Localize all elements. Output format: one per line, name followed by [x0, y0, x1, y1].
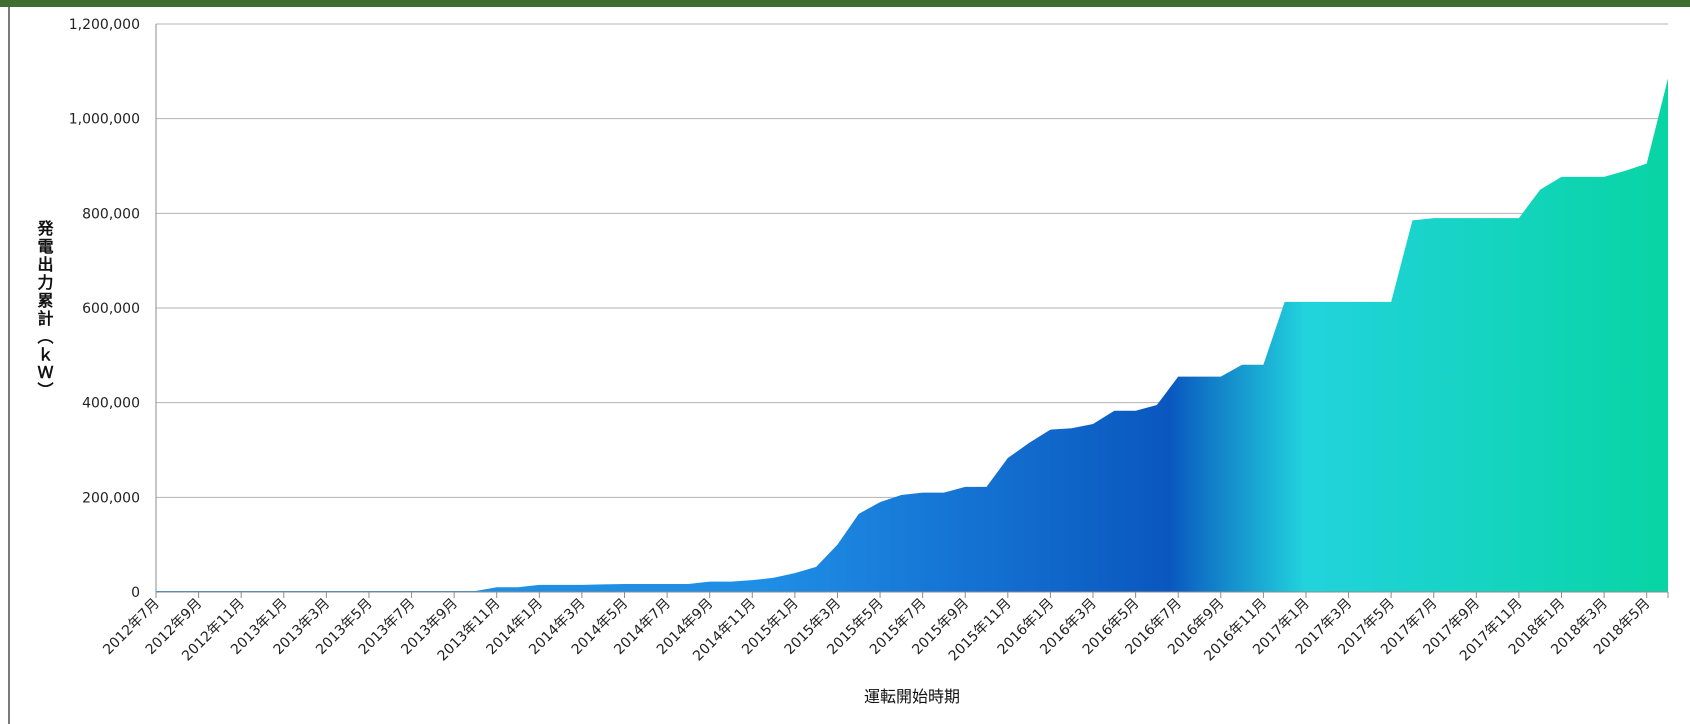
y-tick-label: 600,000: [82, 301, 140, 317]
left-border: [8, 7, 10, 724]
header-bar: [0, 0, 1690, 7]
y-tick-label: 200,000: [82, 490, 140, 506]
cumulative-output-area: [156, 78, 1668, 593]
x-tick-labels: 2012年7月2012年9月2012年11月2013年1月2013年3月2013…: [100, 596, 1653, 665]
axes: [155, 24, 1669, 598]
y-tick-labels: 0 200,000 400,000 600,000 800,000 1,000,000 1,…: [69, 17, 140, 601]
y-tick-label: 1,200,000: [69, 17, 140, 33]
y-tick-label: 0: [131, 585, 140, 601]
y-axis-title: 発電出力累計（ｋＷ）: [35, 219, 55, 400]
y-tick-label: 800,000: [82, 206, 140, 222]
y-tick-label: 400,000: [82, 396, 140, 412]
y-tick-label: 1,000,000: [69, 112, 140, 128]
x-axis-title: 運転開始時期: [864, 687, 960, 706]
